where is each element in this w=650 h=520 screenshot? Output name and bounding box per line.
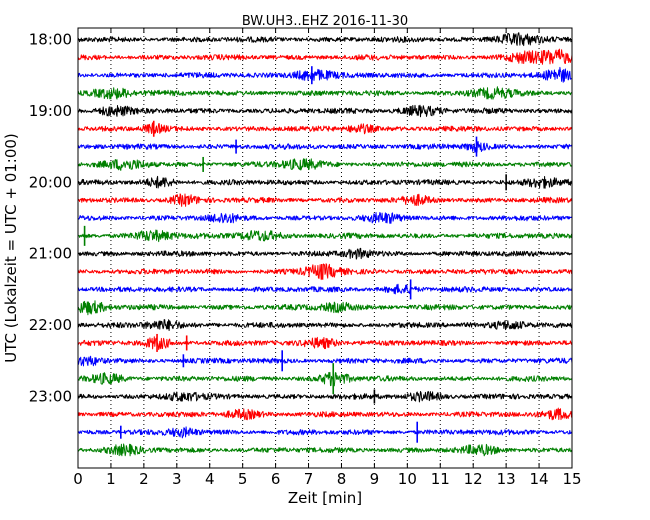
- vertical-grid: [110, 28, 540, 468]
- x-tick-label: 0: [73, 470, 83, 488]
- chart-title: BW.UH3..EHZ 2016-11-30: [242, 14, 408, 29]
- trace-line: [77, 283, 573, 295]
- trace-line: [77, 32, 573, 47]
- x-tick-label: 11: [431, 470, 450, 488]
- y-tick-label: 23:00: [29, 388, 72, 406]
- trace-line: [77, 336, 573, 351]
- y-axis-label: UTC (Lokalzeit = UTC + 01:00): [2, 133, 20, 363]
- axis-ticks: [77, 28, 573, 468]
- trace-line: [77, 48, 573, 65]
- x-tick-label: 13: [497, 470, 516, 488]
- y-tick-label: 21:00: [29, 245, 72, 263]
- x-tick-label: 3: [172, 470, 182, 488]
- x-tick-label: 2: [139, 470, 149, 488]
- trace-line: [77, 300, 573, 316]
- trace-line: [77, 193, 573, 207]
- x-tick-label: 6: [271, 470, 281, 488]
- x-tick-label: 1: [106, 470, 116, 488]
- x-tick-label: 15: [562, 470, 581, 488]
- x-tick-label: 14: [530, 470, 549, 488]
- trace-line: [77, 371, 573, 387]
- trace-line: [77, 443, 573, 457]
- trace-line: [77, 66, 573, 83]
- trace-line: [77, 319, 573, 331]
- trace-line: [77, 158, 573, 171]
- x-tick-labels: 0 1 2 3 4 5 6 7 8 9 10 11 12 13 14 15: [73, 470, 581, 488]
- trace-line: [77, 407, 573, 421]
- seismic-traces: [77, 32, 573, 457]
- trace-line: [77, 212, 573, 224]
- trace-line: [77, 390, 573, 403]
- trace-line: [77, 229, 573, 243]
- trace-line: [77, 86, 573, 100]
- trace-line: [77, 175, 573, 189]
- x-tick-label: 10: [398, 470, 417, 488]
- y-tick-label: 22:00: [29, 316, 72, 334]
- y-tick-label: 19:00: [29, 102, 72, 120]
- trace-line: [77, 141, 573, 153]
- trace-line: [77, 426, 573, 439]
- x-tick-label: 9: [370, 470, 380, 488]
- trace-line: [77, 355, 573, 367]
- y-tick-label: 20:00: [29, 173, 72, 191]
- trace-line: [77, 247, 573, 260]
- x-tick-label: 4: [205, 470, 215, 488]
- trace-line: [77, 263, 573, 281]
- x-tick-label: 7: [304, 470, 314, 488]
- y-tick-label: 18:00: [29, 31, 72, 49]
- x-tick-label: 5: [238, 470, 248, 488]
- plot-frame: [77, 27, 573, 469]
- x-axis-label: Zeit [min]: [288, 489, 362, 507]
- x-tick-label: 8: [337, 470, 347, 488]
- trace-line: [77, 104, 573, 118]
- y-tick-labels: 18:00 19:00 20:00 21:00 22:00 23:00: [29, 31, 72, 406]
- trace-line: [77, 122, 573, 135]
- x-tick-label: 12: [464, 470, 483, 488]
